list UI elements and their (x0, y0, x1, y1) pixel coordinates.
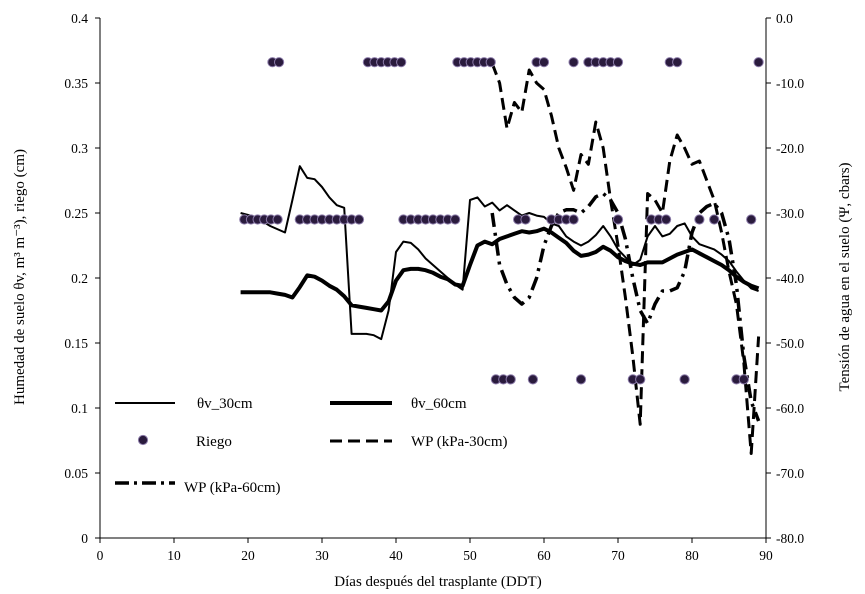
series-theta-60cm-line (240, 226, 760, 313)
riego-point (694, 214, 705, 225)
y-right-tick-label: -70.0 (776, 466, 804, 481)
x-tick-label: 90 (759, 548, 773, 563)
riego-point (709, 214, 720, 225)
riego-point (273, 57, 285, 68)
riego-point (661, 214, 672, 225)
series-riego (239, 57, 764, 385)
y-left-tick-label: 0.1 (71, 401, 88, 416)
y-left-tick-label: 0 (81, 531, 88, 546)
riego-point (612, 214, 624, 225)
y-right-tick-label: -50.0 (776, 336, 804, 351)
legend-key-riego (137, 434, 149, 446)
y-left-tick-label: 0.4 (71, 11, 88, 26)
y-right-tick-label: 0.0 (776, 11, 793, 26)
x-tick-label: 70 (611, 548, 625, 563)
riego-point (746, 214, 757, 225)
y-left-tick-label: 0.25 (64, 206, 88, 221)
x-tick-label: 10 (167, 548, 181, 563)
riego-point (672, 57, 683, 68)
riego-point (568, 214, 579, 225)
legend-label-wp-60: WP (kPa-60cm) (184, 480, 281, 496)
y-right-tick-label: -80.0 (776, 531, 804, 546)
y-right-tick-label: -20.0 (776, 141, 804, 156)
riego-point (353, 214, 365, 225)
y-left-tick-label: 0.15 (64, 336, 88, 351)
y-right-tick-label: -60.0 (776, 401, 804, 416)
y-left-tick-label: 0.2 (71, 271, 88, 286)
riego-point (538, 57, 550, 68)
legend-label-theta-60: θv_60cm (411, 396, 467, 412)
y-left-tick-label: 0.3 (71, 141, 88, 156)
riego-point (679, 374, 690, 385)
axes: 0 10 20 30 40 50 60 70 80 90 0 0.05 0.1 0.15 0.2 0.25 0.… (64, 11, 804, 563)
riego-point (612, 57, 624, 68)
x-axis-title: Días después del trasplante (DDT) (334, 574, 541, 590)
riego-point (450, 214, 461, 225)
riego-point (635, 374, 646, 385)
series-wp-30cm-line (490, 62, 761, 455)
legend: θv_30cm θv_60cm Riego WP (kPa-30cm) WP (… (115, 396, 508, 496)
y-right-axis-title: Tensión de agua en el suelo (Ψ, cbars) (837, 162, 853, 391)
riego-point (485, 57, 496, 68)
riego-point (272, 214, 283, 225)
legend-label-wp-30: WP (kPa-30cm) (411, 434, 508, 450)
riego-point (527, 374, 539, 385)
legend-label-theta-30: θv_30cm (197, 396, 253, 412)
series-wp-60cm-line (490, 191, 761, 422)
x-tick-label: 40 (389, 548, 403, 563)
y-left-tick-label: 0.35 (64, 76, 88, 91)
riego-point (753, 57, 764, 68)
y-right-tick-label: -10.0 (776, 76, 804, 91)
series-theta-30cm-line (240, 165, 759, 341)
x-tick-label: 0 (97, 548, 104, 563)
riego-point (738, 374, 749, 385)
x-tick-label: 80 (685, 548, 699, 563)
riego-point (396, 57, 407, 68)
y-left-tick-label: 0.05 (64, 466, 88, 481)
y-right-tick-label: -40.0 (776, 271, 804, 286)
y-right-tick-label: -30.0 (776, 206, 804, 221)
riego-point (505, 374, 516, 385)
riego-point (575, 374, 587, 385)
x-tick-label: 50 (463, 548, 477, 563)
riego-point (568, 57, 579, 68)
x-tick-label: 60 (537, 548, 551, 563)
riego-point (520, 214, 531, 225)
legend-label-riego: Riego (196, 434, 232, 450)
x-tick-label: 20 (241, 548, 255, 563)
y-left-axis-title: Humedad de suelo θv, m³ m⁻³), riego (cm) (12, 149, 28, 405)
x-tick-label: 30 (315, 548, 329, 563)
